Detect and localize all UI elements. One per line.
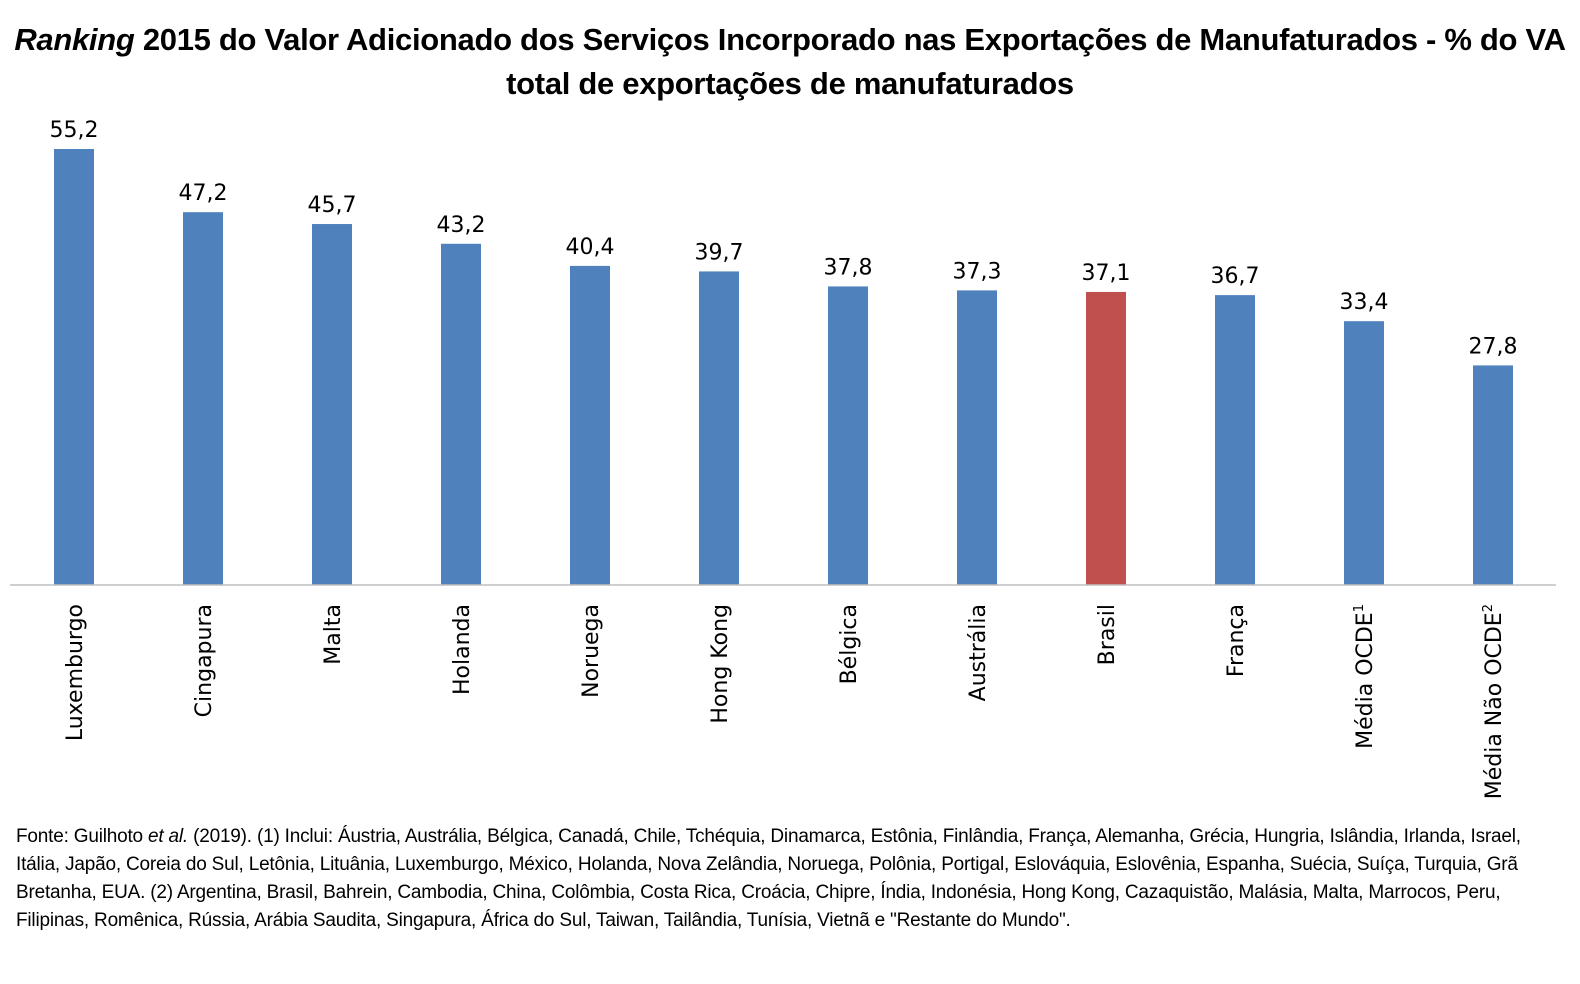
category-label: Luxemburgo bbox=[63, 604, 88, 741]
category-label: Austrália bbox=[966, 604, 991, 701]
bar-hong-kong bbox=[699, 271, 739, 585]
category-label: Média OCDE1 bbox=[1352, 604, 1378, 749]
category-labels-group: Luxemburgo Cingapura Malta Holanda Noruega Ho… bbox=[63, 604, 1507, 799]
bar-holanda bbox=[441, 243, 481, 586]
bar-luxemburgo bbox=[54, 149, 94, 585]
category-label: Noruega bbox=[579, 604, 604, 698]
chart-title: Ranking 2015 do Valor Adicionado dos Ser… bbox=[0, 18, 1580, 106]
chart-title-text: 2015 do Valor Adicionado dos Serviços In… bbox=[134, 22, 1566, 101]
value-label: 45,7 bbox=[308, 193, 357, 218]
value-label: 36,7 bbox=[1211, 264, 1260, 289]
value-label: 27,8 bbox=[1469, 334, 1518, 359]
value-labels-group: 55,2 47,2 45,7 43,2 40,4 39,7 37,8 37,3 37,1 36,7… bbox=[50, 118, 1518, 359]
category-label: Hong Kong bbox=[708, 604, 733, 724]
value-label: 33,4 bbox=[1340, 290, 1389, 315]
value-label: 37,1 bbox=[1082, 261, 1131, 286]
category-label: Cingapura bbox=[192, 604, 217, 717]
footnote-italic: et al. bbox=[148, 826, 188, 847]
category-label: Bélgica bbox=[837, 604, 862, 684]
category-label: Brasil bbox=[1095, 604, 1120, 665]
value-label: 47,2 bbox=[179, 181, 228, 206]
bar-malta bbox=[312, 224, 352, 585]
category-superscript: 2 bbox=[1481, 604, 1496, 612]
category-label: Média Não OCDE2 bbox=[1481, 604, 1507, 799]
bar-austrália bbox=[957, 290, 997, 585]
chart-title-italic: Ranking bbox=[14, 22, 135, 57]
category-superscript: 1 bbox=[1352, 604, 1367, 612]
bar-brasil bbox=[1086, 291, 1126, 585]
value-label: 39,7 bbox=[695, 240, 744, 265]
footnote-prefix: Fonte: Guilhoto bbox=[16, 826, 148, 847]
value-label: 43,2 bbox=[437, 213, 486, 238]
value-label: 37,3 bbox=[953, 259, 1002, 284]
bar-cingapura bbox=[183, 212, 223, 585]
bar-média-não-ocde bbox=[1473, 365, 1513, 585]
category-label: Holanda bbox=[450, 604, 475, 695]
bars-group bbox=[54, 149, 1513, 586]
bar-bélgica bbox=[828, 286, 868, 585]
bar-noruega bbox=[570, 265, 610, 585]
category-label: França bbox=[1224, 604, 1249, 677]
value-label: 55,2 bbox=[50, 118, 99, 143]
category-label: Malta bbox=[321, 604, 346, 665]
value-label: 37,8 bbox=[824, 255, 873, 280]
value-label: 40,4 bbox=[566, 235, 615, 260]
footnote-text: (2019). (1) Inclui: Áustria, Austrália, … bbox=[16, 826, 1521, 931]
source-footnote: Fonte: Guilhoto et al. (2019). (1) Inclu… bbox=[16, 823, 1566, 935]
bar-média-ocde bbox=[1344, 321, 1384, 585]
bar-frança bbox=[1215, 295, 1255, 585]
bar-chart: 55,2 47,2 45,7 43,2 40,4 39,7 37,8 37,3 37,1 36,7… bbox=[10, 118, 1556, 799]
